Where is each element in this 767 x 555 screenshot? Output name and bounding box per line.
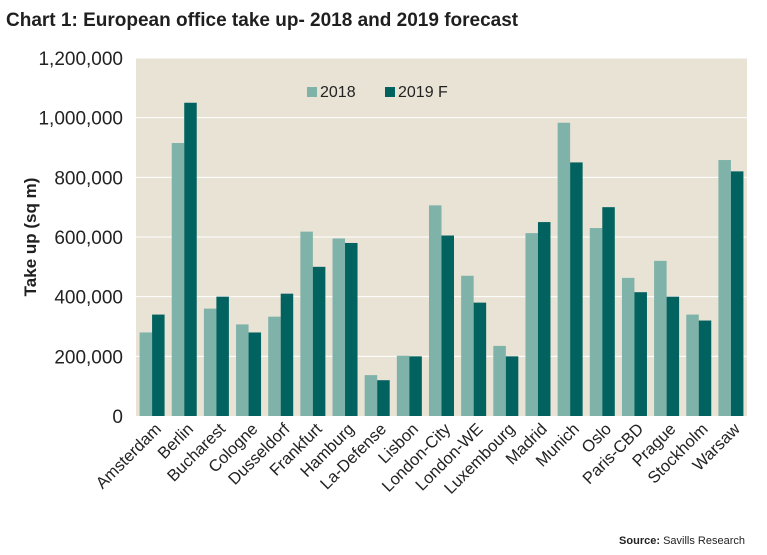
bar-series2 [248,332,262,416]
x-tick-label: Amsterdam [93,420,165,492]
bar-series2 [409,356,422,416]
bar-series2 [537,222,551,416]
bar-series1 [300,231,313,416]
bar-series2 [441,235,454,416]
legend: 2018 2019 F [307,84,448,101]
bar-series2 [216,296,229,416]
y-tick-label: 1,000,000 [38,109,123,130]
bar-series2 [152,314,165,416]
chart-title: Chart 1: European office take up- 2018 a… [6,10,519,31]
legend-swatch [307,87,317,97]
y-tick-label: 600,000 [54,228,123,249]
bar-series1 [461,275,474,416]
bar-series2 [570,162,583,416]
bar-series1 [525,233,538,416]
source-text: Savills Research [663,535,745,547]
y-tick-label: 0 [112,407,123,428]
bar-series1 [236,324,249,416]
bar-series1 [686,314,699,416]
source-note: Source: Savills Research [619,535,745,547]
bar-series2 [698,320,712,416]
y-axis-label: Take up (sq m) [21,178,40,297]
bar-series1 [621,277,635,416]
bar-series2 [602,207,615,416]
legend-label: 2018 [320,84,356,101]
bar-series2 [666,296,680,416]
bar-series2 [505,356,519,416]
x-axis-ticks: AmsterdamBerlinBucharestCologneDusseldor… [93,420,744,498]
bar-series1 [589,228,603,416]
bar-series2 [345,242,358,416]
bar-series1 [429,205,442,416]
bar-series1 [557,122,571,417]
bar-series1 [654,260,667,416]
source-label: Source: [619,535,661,547]
legend-label: 2019 F [398,84,448,101]
bar-series2 [473,302,487,416]
bar-series1 [364,375,378,416]
bar-series1 [139,332,153,416]
bars [139,102,744,417]
y-tick-label: 400,000 [54,288,123,309]
bar-series1 [171,143,185,416]
bar-series2 [312,266,326,416]
y-axis-ticks: 0 200,000 400,000 600,000 800,000 1,000,000 1,… [38,49,123,428]
bar-series1 [493,345,506,416]
bar-series1 [396,355,410,416]
y-tick-label: 800,000 [54,168,123,189]
bar-series1 [332,238,346,416]
bar-series2 [280,293,294,416]
bar-series1 [203,308,217,416]
bar-series2 [377,380,390,416]
bar-series2 [184,102,197,416]
y-tick-label: 1,200,000 [38,49,123,70]
y-tick-label: 200,000 [54,347,123,368]
bar-series2 [730,171,744,416]
bar-series2 [634,292,647,416]
bar-series1 [268,316,281,416]
legend-swatch [385,87,395,97]
bar-series1 [718,160,731,416]
